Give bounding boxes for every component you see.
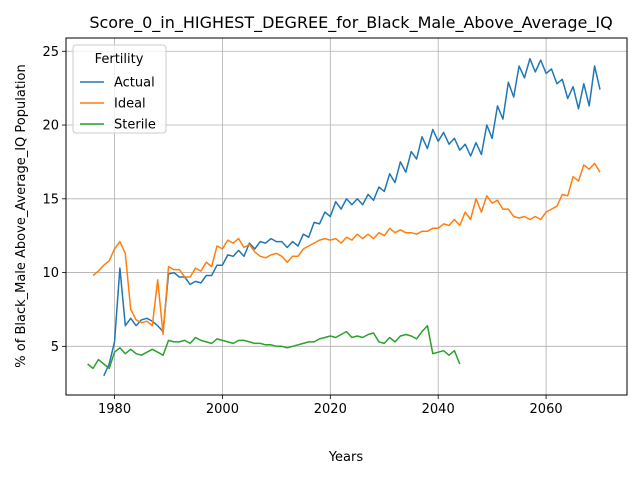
legend-label-actual: Actual [114,76,155,91]
y-tick-label: 20 [42,119,59,134]
legend-label-ideal: Ideal [114,97,146,112]
legend-label-sterile: Sterile [114,118,156,133]
legend: Fertility Actual Ideal Sterile [72,44,167,134]
x-tick-label: 2020 [314,402,347,417]
x-tick-label: 2060 [530,402,563,417]
series-line-ideal [92,162,601,336]
y-tick-label: 25 [42,45,59,60]
x-tick-label: 1980 [98,402,131,417]
y-tick-label: 15 [42,192,59,207]
y-axis-label: % of Black_Male Above_Average_IQ Populat… [14,64,29,367]
y-tick-label: 5 [51,340,59,355]
series-layer [87,57,601,377]
series-line-sterile [87,324,461,370]
series-line-actual [103,57,601,377]
plot-frame [65,37,628,396]
x-tick-label: 2000 [206,402,239,417]
legend-title: Fertility [95,52,144,67]
y-tick-label: 10 [42,266,59,281]
x-tick-label: 2040 [422,402,455,417]
x-axis-ticks: 1980 2000 2020 2040 2060 [98,395,563,417]
y-axis-ticks: 5 10 15 20 25 [42,45,66,355]
chart-title: Score_0_in_HIGHEST_DEGREE_for_Black_Male… [89,13,612,33]
x-axis-label: Years [328,450,364,465]
legend-box [72,44,167,134]
